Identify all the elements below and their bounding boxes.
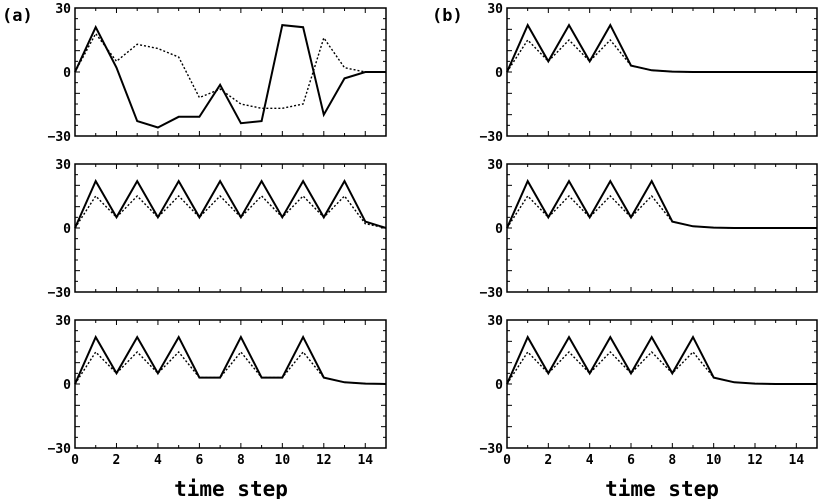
panel-a-3: 300−300 2 4 6 8 10 12 14 [48,314,387,468]
x-tick-label: 14 [357,453,373,468]
y-tick-label: 0 [63,378,71,393]
panel-b-1: 30 0 −30 [480,2,818,145]
y-tick-label: 0 [63,66,71,81]
x-tick-label: 2 [113,453,121,468]
y-tick-label: 30 [55,158,71,173]
solid-series-line [74,334,387,385]
y-tick-label: −30 [480,130,504,145]
panel-b-2: 30 0 −30 [480,158,818,301]
y-tick-label: 0 [495,222,503,237]
x-tick-label: 12 [316,453,332,468]
x-tick-label: 2 [544,453,552,468]
x-tick-label: 8 [237,453,245,468]
x-tick-label: 6 [195,453,203,468]
column-label-b: (b) [432,6,463,26]
y-tick-label: −30 [480,442,504,457]
solid-series-line [506,334,817,385]
plot-frame [74,7,387,137]
x-tick-label: 4 [154,453,162,468]
x-tick-label: 0 [503,453,511,468]
y-tick-label: 30 [55,2,71,17]
dotted-series-line [74,350,387,385]
dotted-series-line [506,194,817,229]
x-tick-label: 8 [668,453,676,468]
solid-series-line [74,178,387,229]
panel-a-1: 30 0 −30 [48,2,387,145]
dotted-series-line [74,32,386,110]
x-tick-label: 6 [627,453,635,468]
y-tick-label: −30 [48,130,72,145]
x-tick-label: 10 [706,453,722,468]
plot-frame [74,163,387,293]
x-tick-label: 0 [71,453,79,468]
x-axis-label-b: time step [605,477,719,499]
y-tick-label: 0 [495,378,503,393]
y-tick-label: 30 [487,314,503,329]
column-label-a: (a) [2,6,33,26]
dotted-series-line [506,350,817,385]
solid-series-line [506,22,817,73]
solid-series-line [506,178,817,229]
solid-series-line [74,24,386,129]
x-tick-label: 12 [747,453,763,468]
y-tick-label: −30 [48,442,72,457]
y-tick-label: 0 [63,222,71,237]
panel-a-2: 30 0 −30 [48,158,387,301]
y-tick-label: 30 [487,158,503,173]
x-tick-label: 14 [789,453,805,468]
x-tick-label: 10 [275,453,291,468]
x-axis-label-a: time step [174,477,288,499]
y-tick-label: −30 [48,286,72,301]
y-tick-label: 30 [55,314,71,329]
y-tick-label: 30 [487,2,503,17]
dotted-series-line [506,38,817,73]
panel-b-3: 300−300 2 4 6 8 10 12 14 [480,314,818,468]
y-tick-label: −30 [480,286,504,301]
plot-frame [74,319,387,449]
x-tick-label: 4 [586,453,594,468]
y-tick-label: 0 [495,66,503,81]
